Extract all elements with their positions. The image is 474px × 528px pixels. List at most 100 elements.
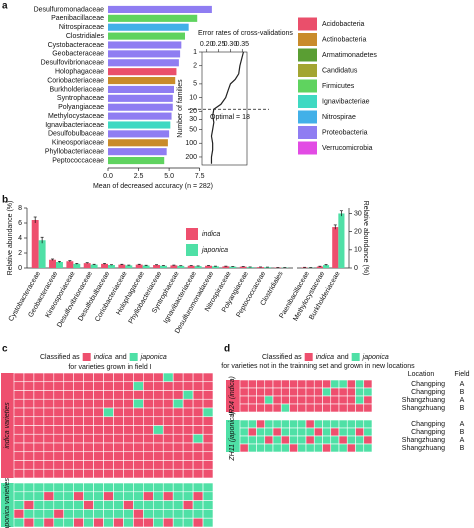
cell [143, 416, 154, 426]
cell [239, 443, 249, 453]
cell [346, 435, 356, 445]
cell [313, 395, 323, 405]
cell [43, 433, 55, 444]
cell [93, 398, 104, 409]
cell [23, 416, 35, 426]
cell [162, 416, 174, 426]
line [210, 51, 245, 164]
cell [338, 419, 348, 429]
cell [153, 398, 164, 409]
cell [53, 517, 65, 528]
cell [43, 381, 55, 391]
cell [202, 433, 214, 444]
legend-label: Armatimonadetes [322, 52, 377, 59]
cell [305, 395, 315, 405]
cell [73, 442, 84, 453]
cell [113, 451, 124, 461]
cell [182, 468, 194, 479]
row-field: B [460, 389, 465, 396]
bar [108, 85, 174, 93]
cell [33, 451, 45, 461]
cell [103, 460, 114, 470]
bar [38, 240, 46, 268]
cell [297, 427, 307, 437]
cell [322, 419, 332, 429]
cell [346, 427, 356, 437]
cell [53, 381, 65, 391]
cell [313, 379, 323, 389]
cell [73, 468, 84, 479]
cell [330, 379, 340, 389]
legend-swatch [298, 126, 317, 139]
cell [143, 509, 154, 519]
cell [103, 433, 114, 444]
cell [143, 398, 154, 409]
cell [33, 372, 45, 383]
cell [239, 435, 249, 445]
title-text: japonica [362, 354, 389, 361]
y-tick-label: 4 [18, 235, 22, 242]
cell [13, 381, 25, 391]
cell [289, 419, 299, 429]
bar [332, 227, 339, 268]
cell [192, 398, 204, 409]
cell [43, 460, 55, 470]
cell [43, 372, 55, 383]
cell [113, 372, 124, 383]
cell [43, 468, 55, 479]
cell [93, 372, 104, 383]
y-axis-title: Number of families [177, 79, 184, 138]
cell [239, 387, 249, 397]
cell [264, 379, 274, 389]
cell [133, 491, 144, 501]
cell [280, 403, 290, 413]
bar [108, 148, 167, 156]
cell [93, 381, 104, 391]
panel-label: a [2, 1, 8, 12]
cell [162, 517, 174, 528]
x-tick-label: Coriobacteriaceae [94, 270, 129, 323]
legend-label: Actinobacteria [322, 36, 366, 43]
bar [153, 265, 160, 268]
cell [73, 433, 84, 444]
cell [153, 407, 164, 418]
bar [108, 157, 165, 165]
cell [33, 460, 45, 470]
cell [172, 468, 184, 479]
cell [123, 460, 134, 470]
cell [162, 491, 174, 501]
cell [43, 491, 55, 501]
cell [153, 451, 164, 461]
bar [316, 266, 323, 268]
cell [182, 433, 194, 444]
y-tick-label: 20 [189, 108, 197, 115]
cell [63, 491, 74, 501]
cell [202, 425, 214, 435]
bar [264, 267, 271, 268]
cell [63, 500, 74, 510]
cell [133, 509, 144, 519]
cell [346, 379, 356, 389]
legend-label: japonica [201, 247, 228, 254]
cell [202, 407, 214, 418]
cell [83, 500, 94, 510]
title-text: indica [316, 354, 334, 361]
cell [280, 419, 290, 429]
cell [363, 435, 373, 445]
cell [313, 427, 323, 437]
category-label: Holophagaceae [55, 69, 104, 76]
cell [153, 425, 164, 435]
cell [123, 425, 134, 435]
title-text: and [337, 354, 349, 361]
cell [13, 500, 25, 510]
bar [108, 5, 212, 13]
cell [172, 491, 184, 501]
cell [297, 379, 307, 389]
cell [113, 381, 124, 391]
cell [63, 398, 74, 409]
legend-label: Firmicutes [322, 83, 355, 90]
legend-swatch [298, 95, 317, 108]
cell [192, 517, 204, 528]
cell [247, 427, 257, 437]
cell [83, 517, 94, 528]
